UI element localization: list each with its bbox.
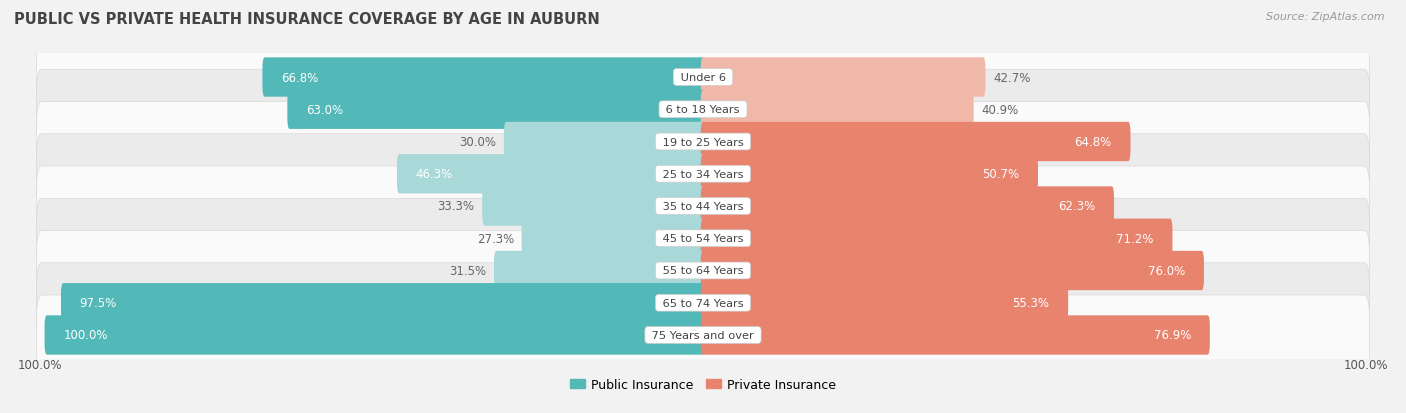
Text: 31.5%: 31.5% [450,264,486,277]
Text: 42.7%: 42.7% [993,71,1031,84]
FancyBboxPatch shape [700,219,1173,258]
Text: 71.2%: 71.2% [1116,232,1154,245]
FancyBboxPatch shape [522,219,706,258]
Text: 27.3%: 27.3% [477,232,515,245]
Legend: Public Insurance, Private Insurance: Public Insurance, Private Insurance [565,373,841,396]
FancyBboxPatch shape [263,58,706,97]
FancyBboxPatch shape [37,199,1369,278]
Text: Source: ZipAtlas.com: Source: ZipAtlas.com [1267,12,1385,22]
FancyBboxPatch shape [700,187,1114,226]
Text: 46.3%: 46.3% [416,168,453,181]
FancyBboxPatch shape [482,187,706,226]
FancyBboxPatch shape [503,123,706,162]
FancyBboxPatch shape [700,58,986,97]
Text: 25 to 34 Years: 25 to 34 Years [659,169,747,179]
FancyBboxPatch shape [700,123,1130,162]
FancyBboxPatch shape [37,38,1369,118]
Text: 64.8%: 64.8% [1074,136,1112,149]
FancyBboxPatch shape [37,295,1369,375]
Text: 35 to 44 Years: 35 to 44 Years [659,202,747,211]
Text: 97.5%: 97.5% [80,297,117,309]
Text: 62.3%: 62.3% [1059,200,1095,213]
Text: 100.0%: 100.0% [1344,358,1389,371]
FancyBboxPatch shape [700,283,1069,323]
Text: 100.0%: 100.0% [17,358,62,371]
FancyBboxPatch shape [37,263,1369,343]
FancyBboxPatch shape [287,90,706,130]
Text: 45 to 54 Years: 45 to 54 Years [659,234,747,244]
Text: 6 to 18 Years: 6 to 18 Years [662,105,744,115]
FancyBboxPatch shape [700,251,1204,290]
Text: 76.9%: 76.9% [1154,329,1191,342]
FancyBboxPatch shape [700,90,973,130]
FancyBboxPatch shape [494,251,706,290]
Text: 76.0%: 76.0% [1149,264,1185,277]
Text: 65 to 74 Years: 65 to 74 Years [659,298,747,308]
Text: Under 6: Under 6 [676,73,730,83]
Text: 100.0%: 100.0% [63,329,108,342]
FancyBboxPatch shape [37,166,1369,247]
FancyBboxPatch shape [45,316,706,355]
Text: 40.9%: 40.9% [981,104,1018,116]
Text: PUBLIC VS PRIVATE HEALTH INSURANCE COVERAGE BY AGE IN AUBURN: PUBLIC VS PRIVATE HEALTH INSURANCE COVER… [14,12,600,27]
Text: 19 to 25 Years: 19 to 25 Years [659,137,747,147]
Text: 33.3%: 33.3% [437,200,475,213]
FancyBboxPatch shape [37,135,1369,214]
FancyBboxPatch shape [700,316,1211,355]
FancyBboxPatch shape [60,283,706,323]
FancyBboxPatch shape [37,102,1369,182]
Text: 63.0%: 63.0% [307,104,343,116]
FancyBboxPatch shape [700,155,1038,194]
Text: 75 Years and over: 75 Years and over [648,330,758,340]
Text: 55 to 64 Years: 55 to 64 Years [659,266,747,276]
FancyBboxPatch shape [396,155,706,194]
Text: 30.0%: 30.0% [460,136,496,149]
FancyBboxPatch shape [37,231,1369,311]
Text: 55.3%: 55.3% [1012,297,1049,309]
Text: 50.7%: 50.7% [983,168,1019,181]
FancyBboxPatch shape [37,70,1369,150]
Text: 66.8%: 66.8% [281,71,318,84]
